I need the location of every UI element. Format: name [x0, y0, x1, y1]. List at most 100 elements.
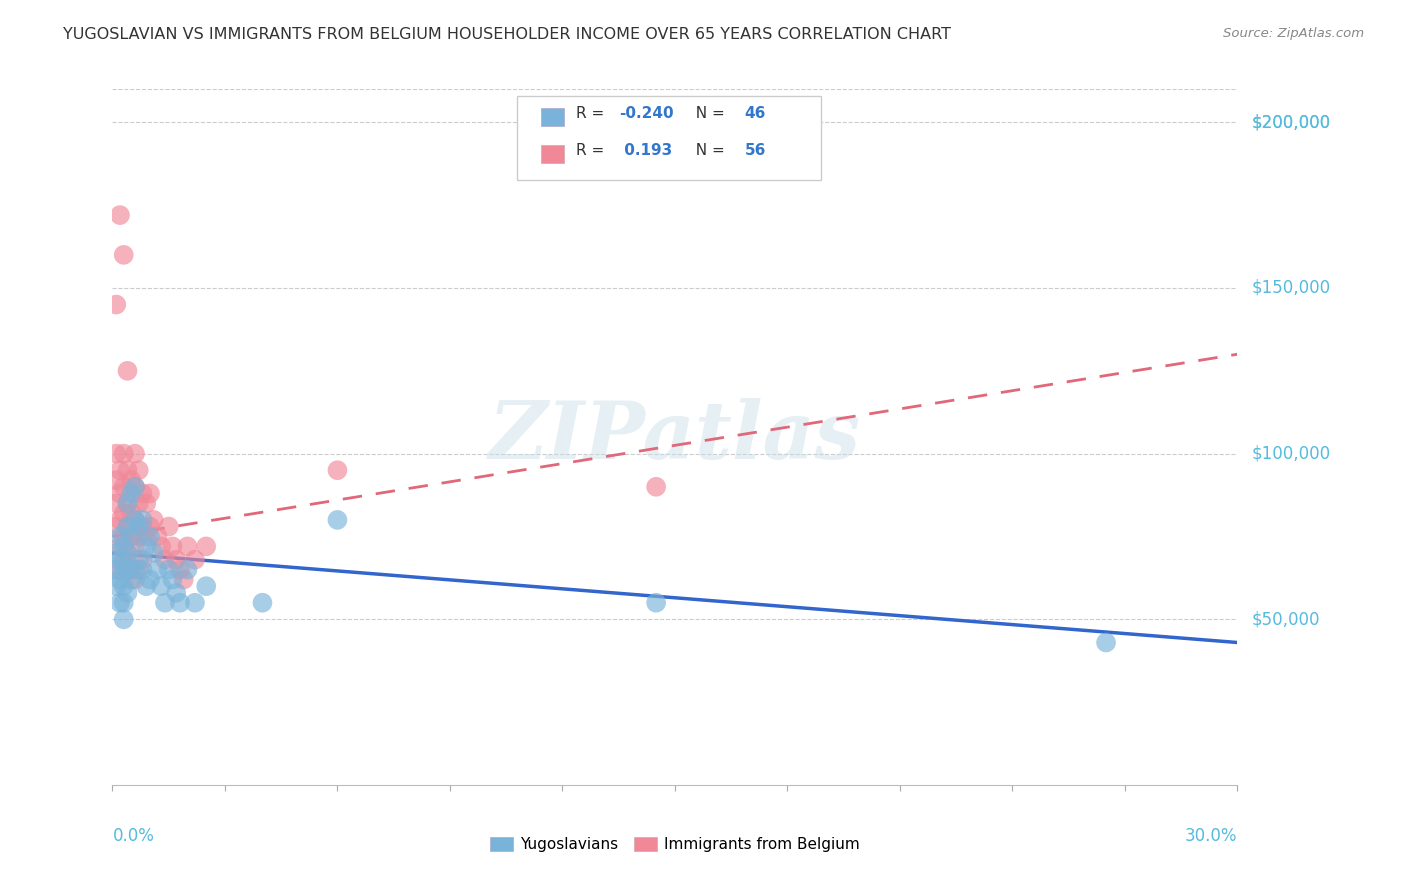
Point	[108, 596, 131, 610]
Point	[112, 447, 135, 461]
Point	[645, 596, 668, 610]
Point	[105, 563, 128, 577]
Point	[120, 573, 142, 587]
Point	[150, 540, 173, 554]
Point	[176, 540, 198, 554]
Point	[150, 579, 173, 593]
Point	[153, 552, 176, 566]
Point	[142, 513, 165, 527]
Point	[146, 529, 169, 543]
Point	[120, 473, 142, 487]
Point	[120, 486, 142, 500]
Point	[128, 552, 150, 566]
Point	[120, 529, 142, 543]
Point	[162, 540, 184, 554]
Point	[108, 552, 131, 566]
Text: N =: N =	[686, 106, 730, 121]
Point	[105, 297, 128, 311]
FancyBboxPatch shape	[541, 109, 564, 126]
Point	[108, 486, 131, 500]
Text: YUGOSLAVIAN VS IMMIGRANTS FROM BELGIUM HOUSEHOLDER INCOME OVER 65 YEARS CORRELAT: YUGOSLAVIAN VS IMMIGRANTS FROM BELGIUM H…	[63, 27, 952, 42]
Point	[128, 519, 150, 533]
Point	[105, 546, 128, 560]
Point	[112, 612, 135, 626]
Point	[105, 496, 128, 510]
Point	[117, 364, 139, 378]
Point	[124, 573, 146, 587]
Point	[108, 463, 131, 477]
Text: -0.240: -0.240	[619, 106, 673, 121]
Point	[184, 596, 207, 610]
Point	[139, 573, 162, 587]
Point	[157, 563, 180, 577]
Point	[195, 579, 218, 593]
Point	[124, 540, 146, 554]
Point	[117, 496, 139, 510]
Text: $200,000: $200,000	[1251, 113, 1330, 131]
Point	[645, 480, 668, 494]
Point	[139, 486, 162, 500]
Text: Source: ZipAtlas.com: Source: ZipAtlas.com	[1223, 27, 1364, 40]
Text: ZIPatlas: ZIPatlas	[489, 399, 860, 475]
Point	[120, 563, 142, 577]
Point	[128, 463, 150, 477]
Text: 30.0%: 30.0%	[1185, 827, 1237, 845]
Text: $50,000: $50,000	[1251, 610, 1320, 628]
Point	[112, 248, 135, 262]
Point	[108, 563, 131, 577]
Point	[252, 596, 274, 610]
Point	[131, 486, 153, 500]
Text: $100,000: $100,000	[1251, 444, 1330, 463]
Point	[105, 447, 128, 461]
Point	[124, 513, 146, 527]
Point	[184, 552, 207, 566]
Text: $150,000: $150,000	[1251, 279, 1330, 297]
Point	[117, 519, 139, 533]
Point	[117, 463, 139, 477]
Point	[117, 496, 139, 510]
Point	[1095, 635, 1118, 649]
Point	[153, 596, 176, 610]
Point	[139, 529, 162, 543]
Point	[139, 519, 162, 533]
Point	[162, 573, 184, 587]
Point	[135, 579, 157, 593]
Point	[112, 540, 135, 554]
Point	[117, 546, 139, 560]
Text: 0.0%: 0.0%	[112, 827, 155, 845]
Point	[173, 573, 195, 587]
Text: 0.193: 0.193	[619, 143, 672, 158]
Text: N =: N =	[686, 143, 730, 158]
Point	[112, 529, 135, 543]
Point	[124, 480, 146, 494]
Point	[169, 596, 191, 610]
Text: 46: 46	[745, 106, 766, 121]
Point	[124, 480, 146, 494]
Text: R =: R =	[576, 106, 609, 121]
Point	[157, 519, 180, 533]
Text: $200,000: $200,000	[1251, 113, 1330, 131]
Point	[195, 540, 218, 554]
Point	[108, 573, 131, 587]
FancyBboxPatch shape	[541, 145, 564, 163]
Point	[124, 513, 146, 527]
Point	[105, 473, 128, 487]
Point	[112, 596, 135, 610]
Text: R =: R =	[576, 143, 609, 158]
Point	[105, 519, 128, 533]
Point	[146, 563, 169, 577]
Point	[112, 563, 135, 577]
Point	[120, 529, 142, 543]
Legend: Yugoslavians, Immigrants from Belgium: Yugoslavians, Immigrants from Belgium	[484, 830, 866, 858]
Point	[117, 519, 139, 533]
Point	[165, 586, 187, 600]
Point	[112, 480, 135, 494]
Point	[112, 552, 135, 566]
Point	[169, 563, 191, 577]
Point	[112, 506, 135, 520]
Point	[108, 513, 131, 527]
Point	[131, 519, 153, 533]
Point	[128, 563, 150, 577]
Point	[135, 529, 157, 543]
Point	[117, 563, 139, 577]
